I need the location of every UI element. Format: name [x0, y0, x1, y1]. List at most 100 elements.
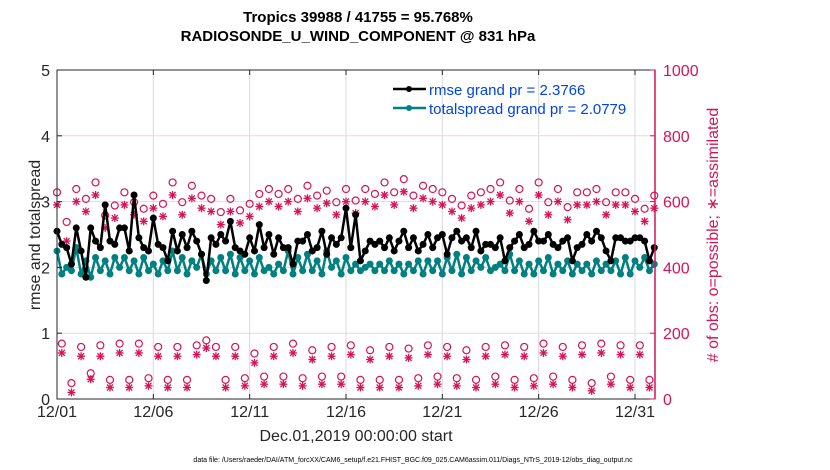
asterisk-stroke [140, 217, 148, 225]
asterisk-stroke [111, 214, 119, 222]
obs-possible-marker [481, 342, 490, 352]
obs-possible-marker [577, 341, 587, 350]
rmse-point [409, 234, 417, 242]
asterisk-stroke [631, 208, 639, 215]
obs-possible-marker [288, 339, 298, 348]
y-axis-label-right: # of obs: o=possible; ∗=assimilated [705, 108, 722, 362]
asterisk-stroke [385, 352, 393, 360]
data-file-footnote: data file: /Users/raeder/DAI/ATM_forcXX/… [193, 457, 633, 464]
asterisk-stroke [169, 191, 177, 199]
asterisk-stroke [332, 211, 340, 219]
obs-assimilated-marker [332, 210, 341, 219]
obs-possible-marker [365, 346, 375, 355]
obs-possible-marker [91, 178, 100, 187]
obs-assimilated-marker [67, 388, 76, 397]
totalspread-point [462, 254, 470, 262]
x-tick-label: 12/06 [133, 404, 173, 421]
right-tick-label: 0 [663, 392, 672, 409]
obs-assimilated-marker [631, 207, 639, 216]
obs-assimilated-marker [534, 191, 543, 200]
asterisk-stroke [366, 356, 374, 363]
totalspread-point [554, 260, 562, 268]
obs-assimilated-marker [154, 352, 163, 361]
totalspread-point [337, 270, 345, 278]
x-axis-ticks: 12/01 12/06 12/11 12/16 12/21 12/26 12/31 [37, 70, 655, 421]
asterisk-stroke [120, 201, 128, 209]
asterisk-stroke [164, 384, 172, 391]
obs-possible-marker [418, 181, 428, 190]
totalspread-point [525, 260, 533, 268]
rmse-point [313, 244, 321, 252]
obs-assimilated-marker [597, 348, 606, 357]
totalspread-point [135, 270, 143, 278]
asterisk-stroke [540, 349, 547, 357]
asterisk-stroke [149, 204, 157, 212]
obs-possible-marker [462, 346, 471, 355]
rmse-point [226, 217, 234, 225]
obs-assimilated-marker [428, 197, 437, 206]
rmse-point [501, 257, 509, 265]
rmse-point [597, 234, 605, 242]
totalspread-point [578, 267, 586, 275]
asterisk-stroke [275, 203, 283, 210]
rmse-point [462, 234, 470, 242]
obs-assimilated-marker [158, 212, 167, 221]
left-tick-label: 3 [41, 195, 50, 212]
obs-possible-marker [428, 184, 437, 194]
obs-possible-marker [380, 178, 389, 187]
totalspread-point [477, 263, 485, 271]
rmse-point [544, 231, 552, 238]
obs-possible-marker [496, 178, 505, 187]
rmse-point [270, 250, 278, 258]
series-lines [53, 191, 658, 285]
rmse-point [193, 237, 201, 245]
obs-possible-marker [414, 374, 423, 383]
totalspread-point [265, 263, 273, 271]
totalspread-point [559, 267, 567, 275]
totalspread-point [111, 254, 119, 262]
obs-possible-marker [573, 188, 582, 197]
obs-possible-marker [606, 372, 616, 381]
obs-possible-marker [317, 372, 327, 381]
asterisk-stroke [313, 204, 321, 212]
obs-assimilated-marker [462, 355, 471, 364]
obs-possible-marker [240, 374, 249, 383]
asterisk-stroke [424, 351, 432, 359]
rmse-point [376, 237, 384, 245]
obs-assimilated-marker [491, 380, 500, 389]
rmse-point [621, 237, 629, 245]
asterisk-stroke [641, 217, 649, 225]
rmse-point [592, 227, 600, 235]
totalspread-point [58, 270, 66, 278]
rmse-point [145, 247, 153, 255]
obs-assimilated-marker [211, 352, 220, 361]
rmse-point [63, 244, 71, 252]
obs-possible-marker [375, 375, 384, 384]
obs-possible-marker [524, 204, 534, 213]
asterisk-stroke [304, 194, 311, 202]
asterisk-stroke [154, 352, 162, 360]
rmse-point [515, 231, 523, 238]
totalspread-point [159, 257, 167, 265]
legend-spread-label: totalspread grand pr = 2.0779 [429, 101, 626, 118]
totalspread-point [328, 263, 336, 271]
rmse-point [202, 277, 210, 285]
obs-assimilated-marker [370, 202, 379, 211]
rmse-point [381, 244, 389, 252]
obs-possible-marker [621, 188, 630, 197]
obs-assimilated-marker [510, 383, 519, 392]
rmse-point [279, 244, 287, 252]
obs-assimilated-marker [539, 348, 548, 357]
x-tick-label: 12/16 [326, 404, 366, 421]
obs-assimilated-marker [573, 200, 582, 209]
obs-possible-marker [173, 342, 182, 352]
asterisk-stroke [458, 214, 466, 222]
rmse-point [275, 234, 283, 242]
obs-possible-marker [72, 184, 81, 194]
obs-assimilated-marker [293, 207, 302, 216]
rmse-point [149, 214, 157, 222]
obs-possible-marker [245, 199, 254, 208]
obs-possible-marker [341, 184, 351, 194]
obs-assimilated-marker [96, 352, 105, 361]
rmse-point [328, 234, 336, 242]
